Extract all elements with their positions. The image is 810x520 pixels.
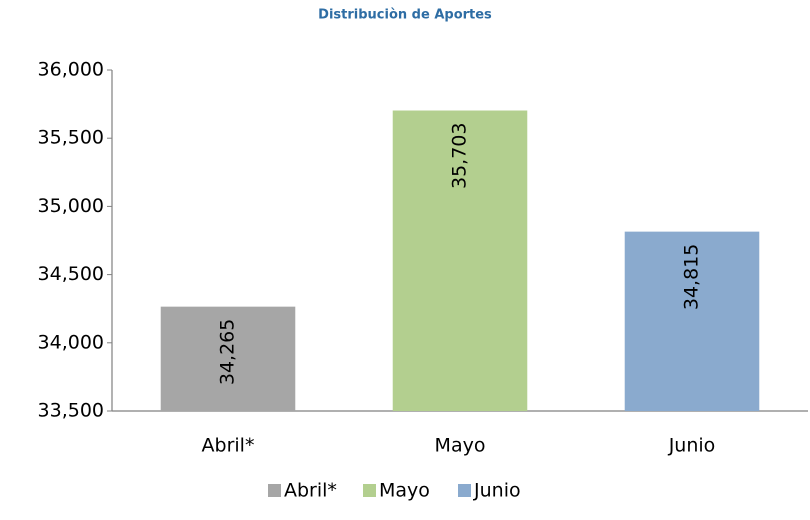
y-tick-label: 36,000 — [38, 59, 104, 81]
y-tick-label: 35,000 — [38, 195, 104, 217]
y-tick-label: 35,500 — [38, 127, 104, 149]
bar — [392, 110, 528, 411]
legend-label: Junio — [473, 480, 521, 502]
legend-label: Abril* — [284, 480, 337, 502]
data-label: 34,265 — [217, 319, 239, 385]
chart-title: Distribuciòn de Aportes — [318, 8, 492, 23]
legend-swatch — [458, 484, 471, 497]
y-tick-label: 33,500 — [38, 400, 104, 422]
y-tick-label: 34,000 — [38, 331, 104, 353]
x-tick-label: Mayo — [435, 435, 486, 457]
legend-swatch — [363, 484, 376, 497]
bar — [160, 306, 296, 411]
data-label: 35,703 — [449, 123, 471, 189]
bar — [624, 231, 760, 411]
legend-swatch — [268, 484, 281, 497]
legend-label: Mayo — [379, 480, 430, 502]
x-tick-label: Junio — [668, 435, 716, 457]
data-label: 34,815 — [681, 244, 703, 310]
y-tick-label: 34,500 — [38, 263, 104, 285]
x-tick-label: Abril* — [202, 435, 255, 457]
